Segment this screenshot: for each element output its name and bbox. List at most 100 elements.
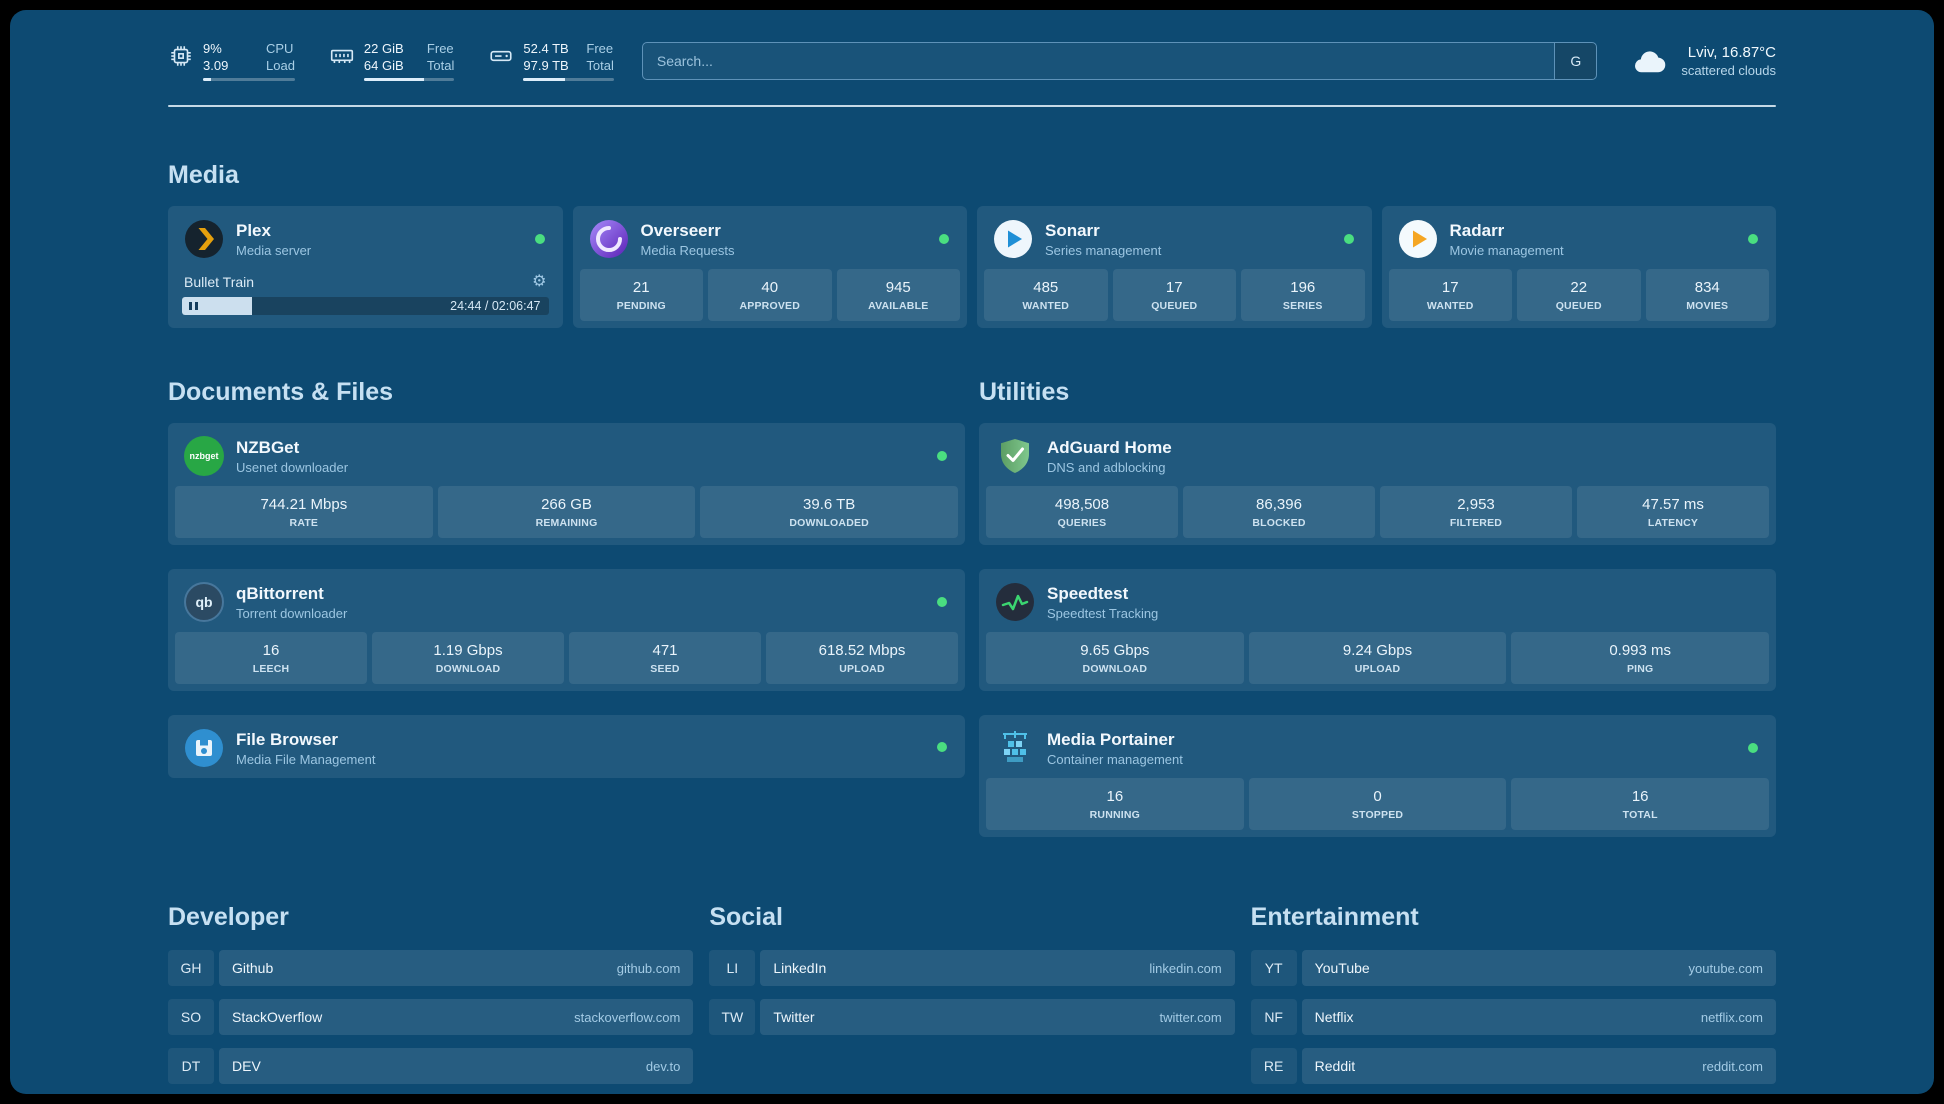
stat-label: LEECH <box>252 662 290 675</box>
speedtest-card[interactable]: Speedtest Speedtest Tracking 9.65 Gbps D… <box>979 569 1776 691</box>
stat-box: 498,508 QUERIES <box>986 486 1178 538</box>
stat-value: 471 <box>652 641 678 659</box>
media-grid: Plex Media server Bullet Train ⚙ 24: <box>168 206 1776 328</box>
status-indicator <box>937 741 947 752</box>
bookmark-domain: linkedin.com <box>1149 960 1222 976</box>
nzbget-card[interactable]: nzbget NZBGet Usenet downloader 744.21 M… <box>168 423 965 545</box>
stat-label: SERIES <box>1282 299 1323 312</box>
service-name: Media Portainer <box>1047 729 1175 749</box>
stat-box: 16 RUNNING <box>986 778 1244 830</box>
stat-value: 21 <box>632 278 650 296</box>
stat-label: UPLOAD <box>839 662 885 675</box>
card-header: Sonarr Series management <box>977 206 1372 269</box>
bookmark-body: LinkedIn linkedin.com <box>760 950 1235 986</box>
stats-row: 21 PENDING 40 APPROVED 945 AVAILABLE <box>573 269 968 328</box>
disk-values: 52.4 TB 97.9 TB Free Total <box>523 40 614 81</box>
memory-label-top: Free <box>426 41 454 56</box>
stat-value: 9.65 Gbps <box>1080 641 1150 659</box>
pause-button[interactable] <box>189 302 198 310</box>
bookmark-abbr: NF <box>1250 999 1297 1035</box>
stat-label: FILTERED <box>1449 516 1503 529</box>
overseerr-card[interactable]: Overseerr Media Requests 21 PENDING 40 A… <box>572 206 968 328</box>
stat-box: 1.19 Gbps DOWNLOAD <box>372 632 564 684</box>
stat-label: QUEUED <box>1555 299 1602 312</box>
stat-value: 47.57 ms <box>1642 495 1704 513</box>
stat-label: SEED <box>650 662 680 675</box>
bookmark-abbr: YT <box>1250 950 1297 986</box>
stat-value: 9.24 Gbps <box>1342 641 1413 659</box>
filebrowser-card[interactable]: File Browser Media File Management <box>168 715 965 778</box>
adguard-card[interactable]: AdGuard Home DNS and adblocking 498,508 … <box>979 423 1776 545</box>
bookmark-name: StackOverflow <box>232 1009 323 1025</box>
stats-row: 498,508 QUERIES 86,396 BLOCKED 2,953 FIL… <box>979 486 1776 545</box>
stats-row: 744.21 Mbps RATE 266 GB REMAINING 39.6 T… <box>168 486 965 545</box>
weather-location: Lviv, 16.87°C <box>1687 43 1776 61</box>
plex-card[interactable]: Plex Media server Bullet Train ⚙ 24: <box>168 206 563 328</box>
service-name: AdGuard Home <box>1047 437 1172 457</box>
search-provider-button[interactable]: G <box>1554 42 1597 79</box>
social-column: Social LI LinkedIn linkedin.com TW Twitt… <box>709 903 1235 1084</box>
bookmark-netflix[interactable]: NF Netflix netflix.com <box>1250 999 1776 1035</box>
sonarr-card[interactable]: Sonarr Series management 485 WANTED 17 Q… <box>977 206 1372 328</box>
bookmark-body: Github github.com <box>219 950 694 986</box>
disk-total: 97.9 TB <box>523 58 569 73</box>
search-input[interactable] <box>642 42 1555 79</box>
stat-value: 945 <box>885 278 911 296</box>
service-subtitle: Usenet downloader <box>236 459 349 475</box>
bookmark-github[interactable]: GH Github github.com <box>168 950 694 986</box>
stat-value: 16 <box>1106 787 1124 805</box>
service-subtitle: Torrent downloader <box>236 605 348 621</box>
service-name: File Browser <box>236 729 339 749</box>
qbittorrent-card[interactable]: qb qBittorrent Torrent downloader 16 LEE… <box>168 569 965 691</box>
disk-widget: 52.4 TB 97.9 TB Free Total <box>488 40 614 81</box>
status-indicator <box>939 234 949 244</box>
topbar: 9% 3.09 CPU Load <box>168 40 1776 81</box>
stat-value: 485 <box>1033 278 1059 296</box>
bookmark-youtube[interactable]: YT YouTube youtube.com <box>1250 950 1776 986</box>
qbittorrent-icon: qb <box>184 582 224 622</box>
stat-label: BLOCKED <box>1252 516 1306 529</box>
status-indicator <box>937 451 947 461</box>
nzbget-icon: nzbget <box>184 436 224 476</box>
stat-value: 17 <box>1165 278 1183 296</box>
stat-label: STOPPED <box>1351 808 1404 821</box>
portainer-card[interactable]: Media Portainer Container management 16 … <box>979 715 1776 837</box>
memory-icon <box>329 43 355 69</box>
stat-box: 17 WANTED <box>1388 269 1512 321</box>
bookmark-reddit[interactable]: RE Reddit reddit.com <box>1250 1048 1776 1084</box>
service-name: Sonarr <box>1045 220 1100 240</box>
stat-label: REMAINING <box>535 516 598 529</box>
bookmark-dev[interactable]: DT DEV dev.to <box>168 1048 694 1084</box>
radarr-icon <box>1398 219 1438 259</box>
bookmark-stackoverflow[interactable]: SO StackOverflow stackoverflow.com <box>168 999 694 1035</box>
bookmark-twitter[interactable]: TW Twitter twitter.com <box>709 999 1235 1035</box>
stat-value: 834 <box>1694 278 1720 296</box>
bookmark-name: Github <box>232 960 274 976</box>
stat-box: 471 SEED <box>569 632 761 684</box>
stat-value: 744.21 Mbps <box>260 495 348 513</box>
bookmark-abbr: LI <box>709 950 756 986</box>
stat-value: 266 GB <box>541 495 592 513</box>
disk-free: 52.4 TB <box>523 41 569 56</box>
plex-icon <box>184 219 224 259</box>
stat-box: 618.52 Mbps UPLOAD <box>766 632 958 684</box>
stat-value: 17 <box>1441 278 1459 296</box>
service-titles: Speedtest Speedtest Tracking <box>1047 583 1158 622</box>
now-playing-title: Bullet Train <box>184 274 255 290</box>
stat-label: WANTED <box>1022 299 1070 312</box>
stat-value: 1.19 Gbps <box>433 641 503 659</box>
stat-value: 196 <box>1290 278 1316 296</box>
bookmark-linkedin[interactable]: LI LinkedIn linkedin.com <box>709 950 1235 986</box>
media-section: Media Plex Media server Bullet Train <box>168 161 1776 328</box>
bookmark-domain: youtube.com <box>1688 960 1763 976</box>
stat-box: 9.65 Gbps DOWNLOAD <box>986 632 1244 684</box>
radarr-card[interactable]: Radarr Movie management 17 WANTED 22 QUE… <box>1381 206 1776 328</box>
system-stats: 9% 3.09 CPU Load <box>168 40 614 81</box>
stat-value: 22 <box>1570 278 1588 296</box>
stat-value: 16 <box>1631 787 1649 805</box>
progress-bar[interactable]: 24:44 / 02:06:47 <box>182 297 549 315</box>
cpu-label-bottom: Load <box>266 58 295 73</box>
settings-gear-icon[interactable]: ⚙ <box>532 273 547 290</box>
bookmark-name: YouTube <box>1314 960 1370 976</box>
card-header: File Browser Media File Management <box>168 715 965 778</box>
